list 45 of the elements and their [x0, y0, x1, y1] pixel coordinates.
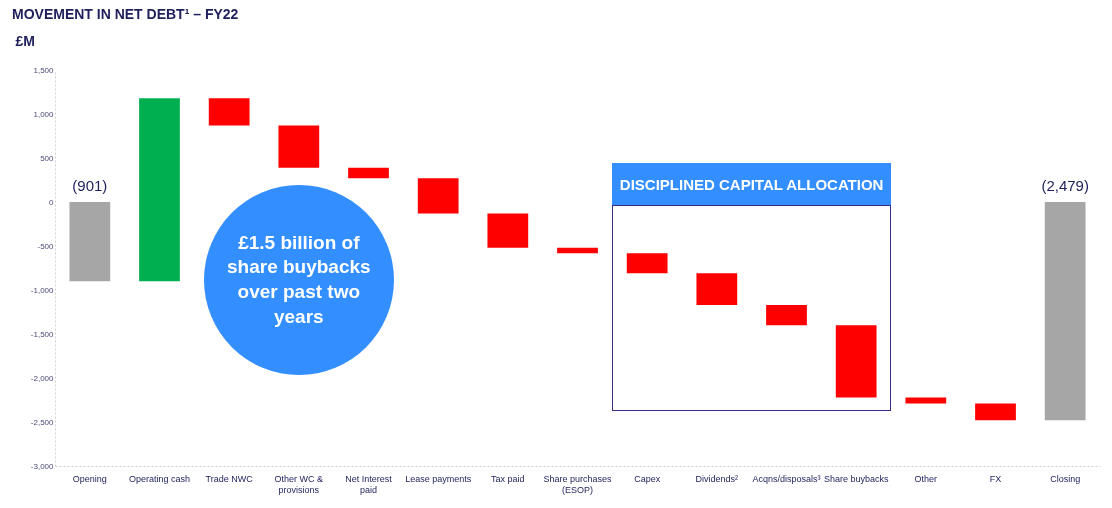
data-label: (2,479)	[1041, 177, 1089, 194]
x-tick-label: Trade NWC	[205, 473, 254, 484]
x-tick-label: Share purchases (ESOP)	[543, 473, 613, 495]
x-tick-label: Net Interest paid	[345, 473, 393, 495]
x-tick-label: Dividends²	[695, 473, 739, 484]
data-label: (901)	[72, 177, 108, 194]
x-tick-label: Other	[914, 473, 938, 484]
bar	[975, 403, 1016, 421]
bar	[348, 167, 389, 179]
y-tick-label: -1,500	[30, 329, 55, 339]
y-tick-label: 500	[40, 153, 55, 163]
bar	[835, 325, 877, 398]
x-tick-label: Opening	[72, 473, 107, 484]
bar	[626, 253, 668, 274]
bar	[139, 98, 180, 282]
bar	[69, 202, 111, 282]
bar	[417, 178, 459, 214]
bar	[487, 213, 529, 248]
bar	[696, 273, 738, 306]
x-tick-label: Closing	[1050, 473, 1081, 484]
bar	[1044, 202, 1086, 421]
chart-title: MOVEMENT IN NET DEBT¹ – FY22	[12, 6, 239, 22]
x-tick-label: FX	[989, 473, 1002, 484]
y-tick-label: -3,000	[30, 461, 55, 471]
x-tick-label: Other WC & provisions	[274, 473, 324, 495]
x-tick-label: Capex	[634, 473, 661, 484]
y-axis-title: £M	[15, 32, 35, 49]
y-tick-label: -2,500	[30, 417, 55, 427]
y-tick-label: -500	[37, 241, 55, 251]
x-tick-label: Acqns/disposals³	[752, 473, 821, 484]
x-tick-label: Operating cash	[128, 473, 191, 484]
y-tick-label: 1,500	[33, 65, 55, 75]
x-tick-label: Share buybacks	[823, 473, 889, 484]
x-tick-label: Tax paid	[491, 473, 525, 484]
bar	[905, 397, 947, 404]
bar	[766, 305, 807, 326]
x-tick-label: Lease payments	[405, 473, 472, 484]
bar	[278, 125, 320, 168]
y-tick-label: 0	[49, 197, 55, 207]
y-tick-label: -1,000	[30, 285, 55, 295]
y-tick-label: -2,000	[30, 373, 55, 383]
bar	[208, 98, 250, 126]
bar	[557, 247, 598, 254]
banner-box: DISCIPLINED CAPITAL ALLOCATION	[612, 163, 891, 206]
y-tick-label: 1,000	[33, 109, 55, 119]
